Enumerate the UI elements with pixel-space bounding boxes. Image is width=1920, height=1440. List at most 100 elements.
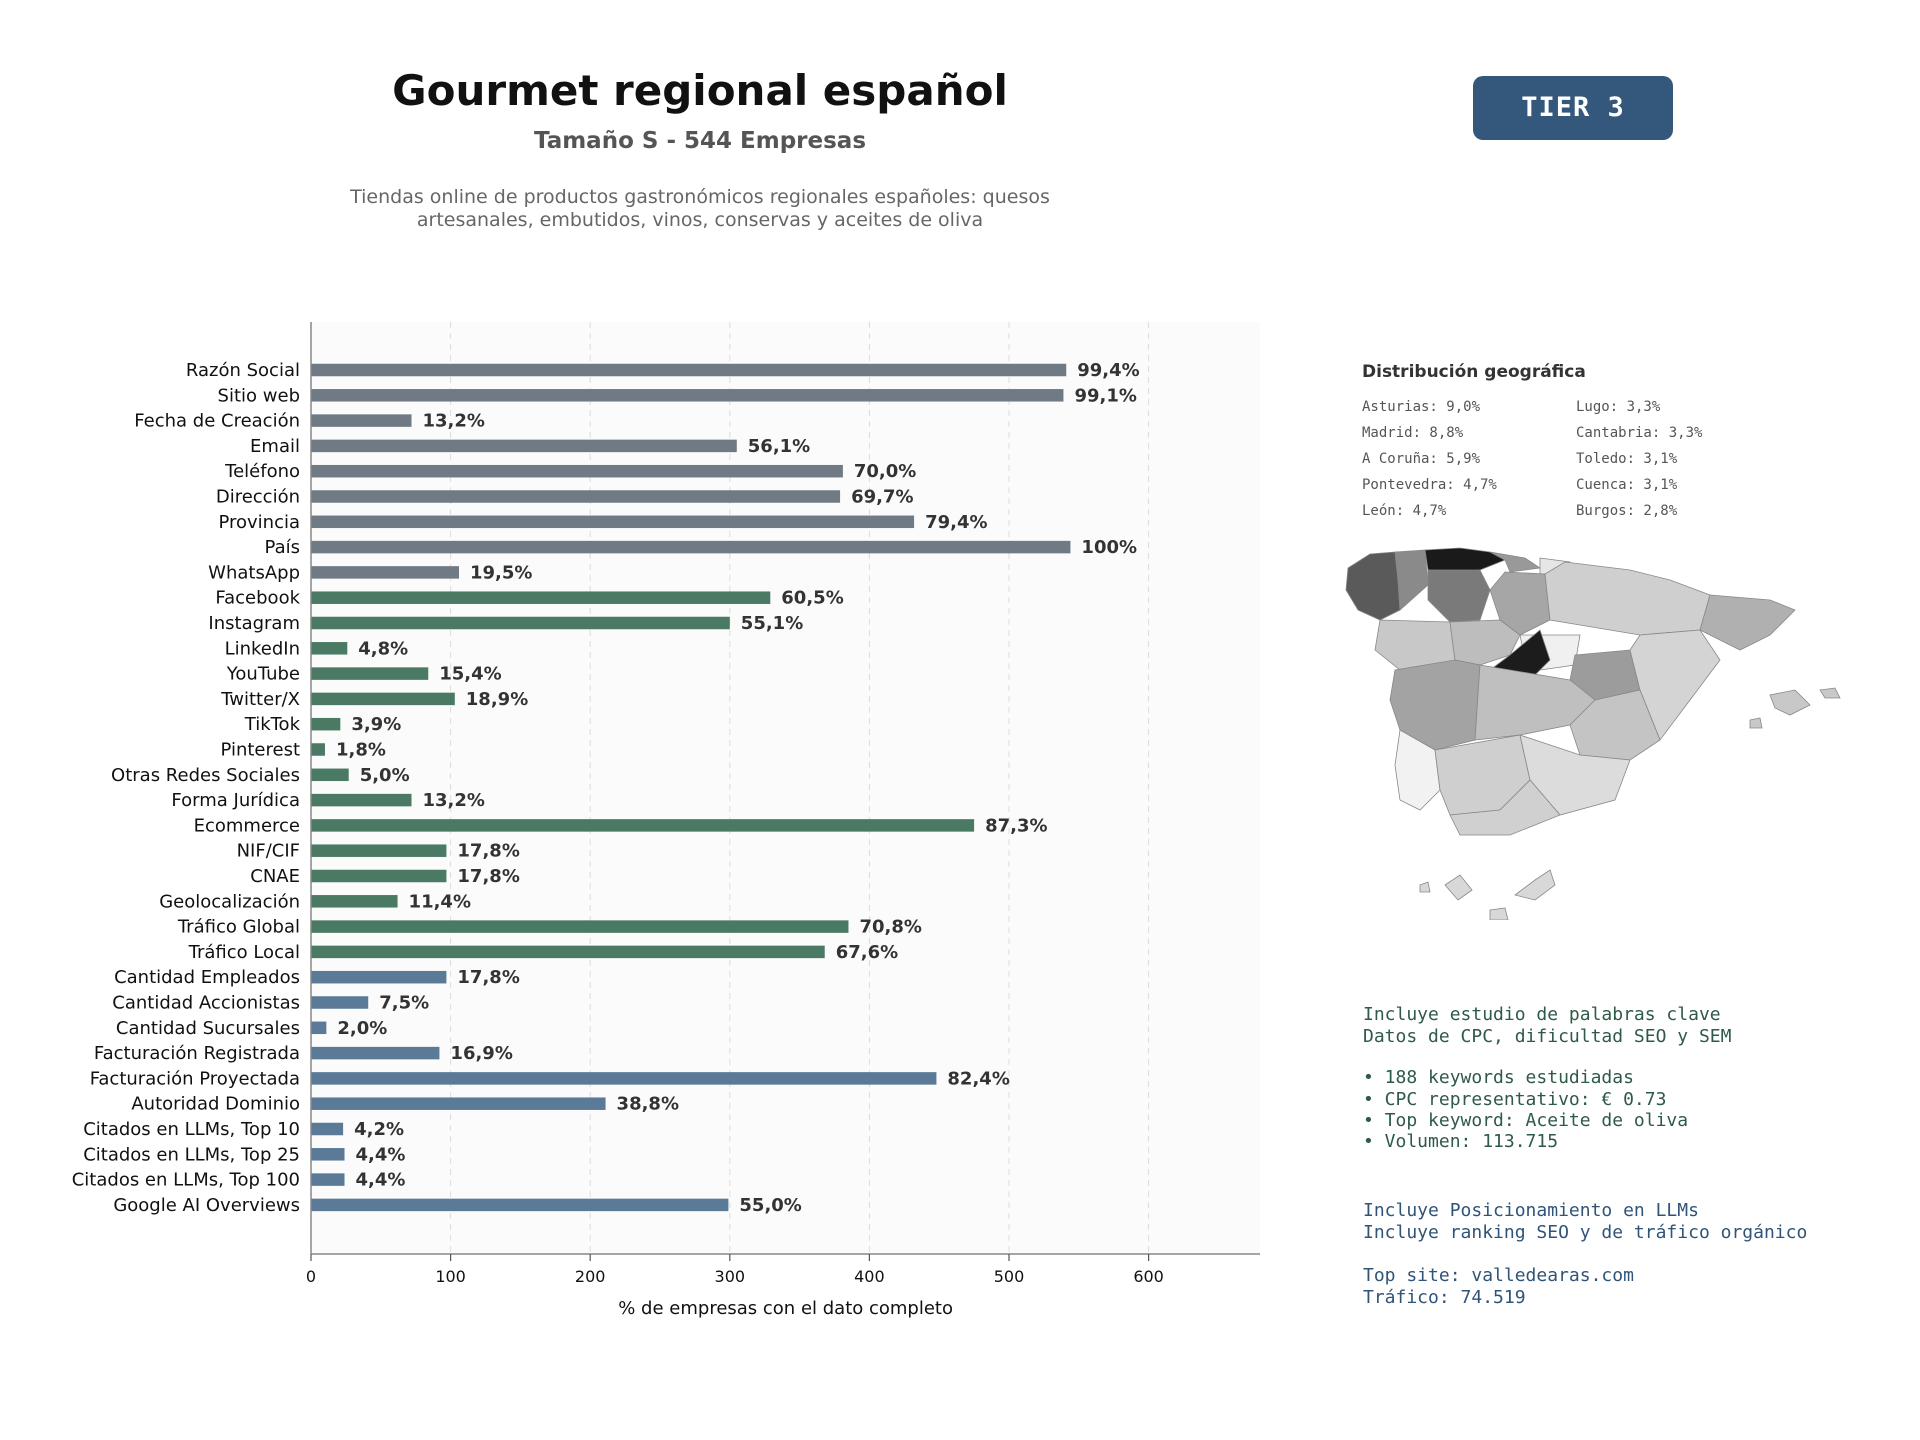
data-label: 2,0% <box>337 1018 387 1039</box>
category-label: LinkedIn <box>225 638 300 659</box>
category-label: Otras Redes Sociales <box>111 765 300 786</box>
page-subtitle: Tamaño S - 544 Empresas <box>533 128 867 154</box>
bar <box>311 515 915 529</box>
data-label: 3,9% <box>351 714 401 735</box>
bar <box>311 793 412 807</box>
data-label: 4,2% <box>354 1119 404 1140</box>
description-line-2: artesanales, embutidos, vinos, conservas… <box>416 209 984 231</box>
map-region-catalonia <box>1699 594 1796 651</box>
bar <box>311 1122 344 1136</box>
category-label: Autoridad Dominio <box>131 1094 300 1115</box>
category-label: Facturación Registrada <box>94 1043 300 1064</box>
geo-title: Distribución geográfica <box>1362 362 1586 382</box>
category-label: Email <box>250 436 300 457</box>
bar <box>311 363 1067 377</box>
bar <box>311 414 412 427</box>
bar <box>311 970 447 984</box>
bar <box>311 844 447 857</box>
category-label: Dirección <box>216 487 300 508</box>
map-region-east <box>1629 629 1721 741</box>
data-label: 5,0% <box>360 765 410 786</box>
bar <box>311 566 459 579</box>
category-label: TikTok <box>244 714 301 735</box>
keywords-bullet-2: • CPC representativo: € 0.73 <box>1363 1089 1667 1110</box>
x-axis-label: % de empresas con el dato completo <box>618 1298 953 1319</box>
category-label: Cantidad Empleados <box>114 967 300 988</box>
map-region-galicia <box>1345 551 1401 621</box>
geo-item: A Coruña: 5,9% <box>1362 451 1481 467</box>
geo-item: Cantabria: 3,3% <box>1576 425 1703 441</box>
data-label: 70,8% <box>859 917 921 938</box>
bar <box>311 819 975 832</box>
tier-badge: TIER 3 <box>1473 76 1673 140</box>
bar-chart: Razón Social 99,4% Sitio web 99,1% Fecha de … <box>72 322 1260 1319</box>
bar <box>311 490 841 503</box>
data-label: 11,4% <box>409 891 471 912</box>
data-label: 13,2% <box>423 411 485 432</box>
bar <box>311 1148 345 1161</box>
category-label: Facebook <box>215 588 300 609</box>
bar <box>311 743 325 756</box>
geo-item: Cuenca: 3,1% <box>1576 477 1678 493</box>
map-region-lugo <box>1394 549 1429 611</box>
geo-list: Asturias: 9,0% Lugo: 3,3% Madrid: 8,8% C… <box>1362 398 1802 521</box>
data-label: 17,8% <box>457 841 519 862</box>
bar <box>311 642 348 655</box>
x-tick-label: 300 <box>715 1267 746 1286</box>
data-label: 69,7% <box>851 487 913 508</box>
data-label: 38,8% <box>617 1094 679 1115</box>
bar <box>311 540 1071 554</box>
plot-area <box>311 322 1260 1254</box>
data-label: 56,1% <box>748 436 810 457</box>
category-label: Instagram <box>208 613 300 634</box>
page-title: Gourmet regional español <box>392 66 1008 115</box>
category-label: Facturación Proyectada <box>90 1068 300 1089</box>
category-label: Sitio web <box>218 385 300 406</box>
category-label: Teléfono <box>224 461 300 482</box>
data-label: 19,5% <box>470 562 532 583</box>
bar <box>311 920 849 933</box>
bar <box>311 1046 440 1060</box>
geo-item: Toledo: 3,1% <box>1576 451 1678 467</box>
bar <box>311 616 730 630</box>
geo-item: León: 4,7% <box>1362 503 1447 519</box>
x-tick-label: 400 <box>854 1267 885 1286</box>
map-region-canary <box>1419 869 1556 920</box>
llm-line-2: Incluye ranking SEO y de tráfico orgánic… <box>1363 1222 1808 1243</box>
data-label: 67,6% <box>836 942 898 963</box>
bar <box>311 1072 937 1085</box>
bar <box>311 1173 345 1186</box>
data-label: 99,1% <box>1074 385 1136 406</box>
bar <box>311 692 455 706</box>
map-region-balearic <box>1749 687 1841 729</box>
category-label: NIF/CIF <box>237 841 300 862</box>
bar <box>311 667 429 680</box>
x-tick-label: 200 <box>575 1267 606 1286</box>
data-label: 4,4% <box>356 1170 406 1191</box>
x-tick-label: 600 <box>1133 1267 1164 1286</box>
bar <box>311 1097 606 1110</box>
keywords-bullet-1: • 188 keywords estudiadas <box>1363 1067 1634 1088</box>
data-label: 15,4% <box>439 664 501 685</box>
map-region-south-coast <box>1449 779 1561 836</box>
bar <box>311 945 825 959</box>
bar <box>311 996 369 1009</box>
bar <box>311 439 737 453</box>
data-label: 87,3% <box>985 815 1047 836</box>
x-tick-label: 100 <box>435 1267 466 1286</box>
bar <box>311 768 349 782</box>
category-label: Razón Social <box>186 360 300 381</box>
category-label: Citados en LLMs, Top 10 <box>83 1119 300 1140</box>
geo-item: Burgos: 2,8% <box>1576 503 1678 519</box>
data-label: 70,0% <box>854 461 916 482</box>
bar <box>311 1021 327 1035</box>
bar <box>311 895 398 908</box>
bar <box>311 591 771 604</box>
data-label: 17,8% <box>457 866 519 887</box>
geo-item: Madrid: 8,8% <box>1362 425 1464 441</box>
data-label: 82,4% <box>947 1068 1009 1089</box>
data-label: 100% <box>1081 537 1137 558</box>
keywords-bullet-3: • Top keyword: Aceite de oliva <box>1363 1110 1689 1131</box>
map-region-extremadura <box>1389 659 1481 751</box>
data-label: 1,8% <box>336 740 386 761</box>
